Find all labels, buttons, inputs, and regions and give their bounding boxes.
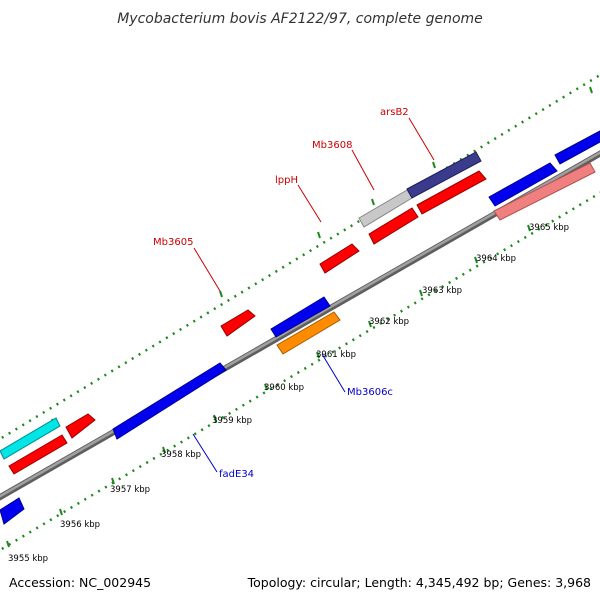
scale-label: 3960 kbp (264, 383, 304, 393)
gene-pink[interactable] (493, 162, 596, 221)
gene-red[interactable] (416, 170, 487, 215)
gene-label-fade34[interactable]: fadE34 (219, 469, 254, 480)
scale-label: 3959 kbp (212, 416, 252, 426)
gene-orange[interactable] (276, 311, 341, 355)
scale-label: 3962 kbp (369, 317, 409, 327)
gene-red[interactable] (8, 434, 68, 475)
gene-cyan[interactable] (0, 417, 61, 460)
scale-label: 3964 kbp (476, 254, 516, 264)
genome-summary-text: Topology: circular; Length: 4,345,492 bp… (247, 575, 591, 590)
gene-label-mb3605[interactable]: Mb3605 (153, 237, 193, 248)
gene-label-mb3608[interactable]: Mb3608 (312, 140, 352, 151)
scale-label: 3958 kbp (161, 450, 201, 460)
label-leaders (192, 117, 435, 473)
scale-label: 3961 kbp (316, 350, 356, 360)
scale-label: 3965 kbp (529, 223, 569, 233)
scale-label: 3957 kbp (110, 485, 150, 495)
scale-label: 3963 kbp (422, 286, 462, 296)
gene-red[interactable] (220, 309, 256, 337)
gene-blue[interactable] (270, 296, 331, 338)
gene-blue[interactable] (488, 162, 558, 207)
gene-blue[interactable] (554, 130, 600, 165)
forward-genes (0, 130, 600, 475)
gene-red[interactable] (368, 207, 419, 245)
gene-red[interactable] (319, 243, 360, 274)
gene-blue[interactable] (0, 497, 25, 525)
scale-label: 3955 kbp (8, 554, 48, 564)
map-title: Mycobacterium bovis AF2122/97, complete … (117, 11, 483, 27)
reverse-genes (0, 162, 596, 525)
gene-label-arsb2[interactable]: arsB2 (380, 107, 409, 118)
gene-label-lpph[interactable]: lppH (275, 175, 298, 186)
gene-label-mb3606c[interactable]: Mb3606c (347, 387, 393, 398)
gene-blue[interactable] (112, 362, 227, 440)
gene-red[interactable] (65, 413, 96, 439)
inner-scale-track (0, 191, 600, 552)
gene-navy[interactable] (406, 151, 482, 199)
genome-track: arsB2 Mb3608 lppH Mb3605 Mb3606c fadE34 … (0, 73, 600, 564)
accession-text: Accession: NC_002945 (9, 575, 151, 590)
scale-label: 3956 kbp (60, 520, 100, 530)
